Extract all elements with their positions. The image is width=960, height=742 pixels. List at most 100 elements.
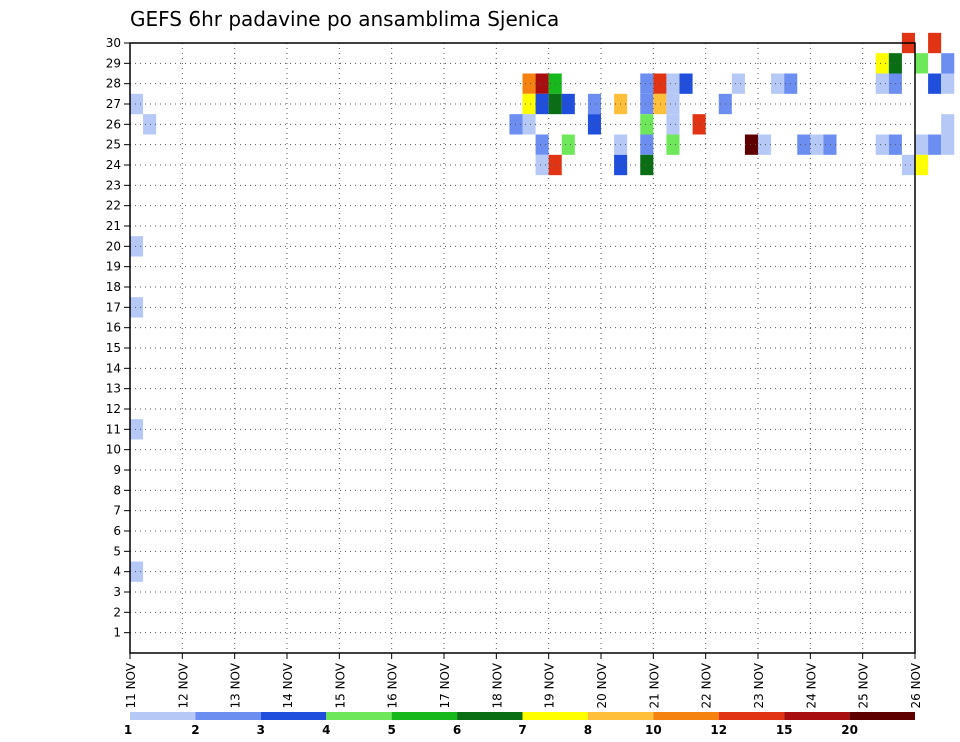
x-tick-label: 18 NOV <box>490 662 504 708</box>
heatmap-cell <box>640 114 654 135</box>
y-tick-label: 7 <box>113 504 121 518</box>
x-tick-label: 14 NOV <box>281 662 295 708</box>
heatmap-cell <box>810 134 824 155</box>
heatmap-cell <box>640 93 654 115</box>
y-tick-label: 29 <box>106 56 121 70</box>
heatmap-cell <box>915 134 929 155</box>
heatmap-cell <box>535 134 549 155</box>
heatmap-cell <box>797 134 811 155</box>
heatmap-cell <box>941 73 955 94</box>
heatmap-cell <box>875 53 889 74</box>
heatmap-cell <box>744 134 758 155</box>
heatmap-cell <box>561 134 575 155</box>
legend-label: 12 <box>710 723 727 737</box>
legend-label: 5 <box>387 723 395 737</box>
y-tick-label: 11 <box>106 422 121 436</box>
heatmap-cell <box>928 32 942 54</box>
heatmap-cell <box>901 154 915 176</box>
heatmap-cell <box>875 73 889 94</box>
heatmap-cell <box>875 134 889 155</box>
data-cells <box>130 32 955 582</box>
heatmap-cell <box>130 561 144 582</box>
y-tick-label: 20 <box>106 239 121 253</box>
legend-swatch <box>391 712 458 720</box>
x-axis: 11 NOV 12 NOV 13 NOV 14 NOV 15 NOV 16 NOV 17 N… <box>124 653 923 709</box>
y-axis: 1234567891011121314151617181920212223242… <box>106 36 130 640</box>
y-tick-label: 19 <box>106 260 121 274</box>
legend-label: 3 <box>257 723 265 737</box>
legend-swatch <box>195 712 261 720</box>
heatmap-cell <box>653 73 667 94</box>
heatmap-cell <box>666 93 680 115</box>
legend-label: 6 <box>453 723 461 737</box>
heatmap-cell <box>679 73 693 94</box>
y-tick-label: 18 <box>106 280 121 294</box>
x-tick-label: 11 NOV <box>124 662 138 708</box>
heatmap-cell <box>130 297 144 318</box>
legend-swatch <box>457 712 523 720</box>
heatmap-cell <box>666 114 680 135</box>
y-tick-label: 23 <box>106 178 121 192</box>
x-tick-label: 22 NOV <box>700 662 714 708</box>
heatmap-cell <box>823 134 837 155</box>
heatmap-cell <box>640 154 654 176</box>
heatmap-cell <box>771 73 785 94</box>
y-tick-label: 12 <box>106 402 121 416</box>
x-tick-label: 23 NOV <box>752 662 766 708</box>
heatmap-cell <box>640 73 654 94</box>
y-tick-label: 2 <box>113 605 121 619</box>
legend-label: 1 <box>124 723 132 737</box>
heatmap-cell <box>653 93 667 115</box>
heatmap-cell <box>130 93 144 115</box>
heatmap-cell <box>928 73 942 94</box>
y-tick-label: 10 <box>106 443 121 457</box>
y-tick-label: 14 <box>106 361 121 375</box>
heatmap-cell <box>758 134 772 155</box>
y-tick-label: 25 <box>106 138 121 152</box>
x-tick-label: 19 NOV <box>543 662 557 708</box>
legend-label: 2 <box>191 723 199 737</box>
heatmap-cell <box>535 93 549 115</box>
heatmap-cell <box>522 73 536 94</box>
heatmap-cell <box>522 114 536 135</box>
heatmap-cell <box>130 236 144 257</box>
y-tick-label: 8 <box>113 483 121 497</box>
legend-label: 8 <box>584 723 592 737</box>
heatmap-cell <box>522 93 536 115</box>
y-tick-label: 15 <box>106 341 121 355</box>
legend-swatch <box>130 712 196 720</box>
heatmap-cell <box>535 154 549 176</box>
x-tick-label: 20 NOV <box>595 662 609 708</box>
heatmap-cell <box>941 53 955 74</box>
heatmap-cell <box>561 93 575 115</box>
heatmap-cell <box>915 53 929 74</box>
heatmap-cell <box>928 134 942 155</box>
y-tick-label: 27 <box>106 97 121 111</box>
x-tick-label: 25 NOV <box>857 662 871 708</box>
legend-label: 20 <box>841 723 858 737</box>
chart-title: GEFS 6hr padavine po ansamblima Sjenica <box>130 7 559 31</box>
heatmap-cell <box>130 419 144 440</box>
legend-swatch <box>587 712 654 720</box>
color-legend: 1 2 3 4 5 6 7 8 10 12 15 20 <box>124 712 915 737</box>
heatmap-cell <box>143 114 157 135</box>
heatmap-cell <box>587 93 601 115</box>
legend-label: 4 <box>322 723 330 737</box>
legend-swatch <box>326 712 392 720</box>
legend-label: 10 <box>645 723 662 737</box>
heatmap-cell <box>692 114 706 135</box>
y-tick-label: 3 <box>113 585 121 599</box>
x-tick-label: 12 NOV <box>176 662 190 708</box>
x-tick-label: 24 NOV <box>804 662 818 708</box>
y-tick-label: 17 <box>106 300 121 314</box>
y-tick-label: 5 <box>113 544 121 558</box>
heatmap-cell <box>666 134 680 155</box>
legend-label: 15 <box>776 723 793 737</box>
y-tick-label: 16 <box>106 321 121 335</box>
x-tick-label: 17 NOV <box>438 662 452 708</box>
heatmap-cell <box>731 73 745 94</box>
legend-label: 7 <box>518 723 526 737</box>
y-tick-label: 22 <box>106 199 121 213</box>
y-tick-label: 6 <box>113 524 121 538</box>
